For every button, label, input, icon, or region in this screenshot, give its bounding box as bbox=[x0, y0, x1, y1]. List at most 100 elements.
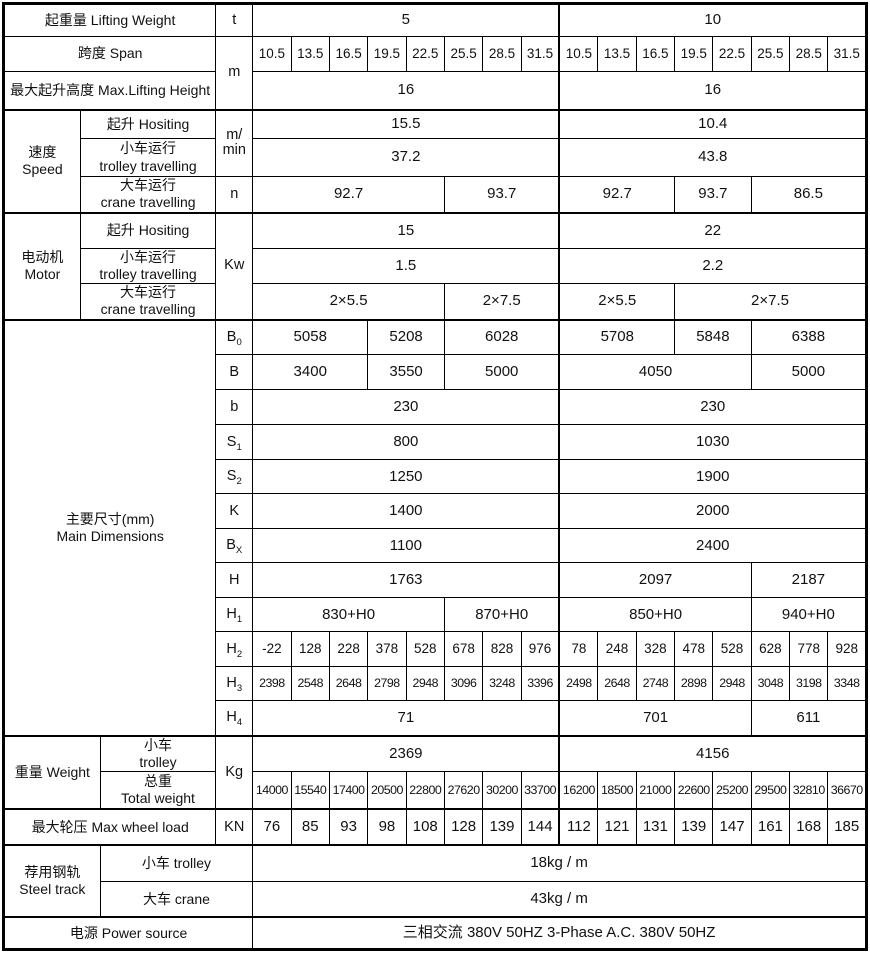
total-weight-label: 总重 Total weight bbox=[99, 770, 217, 810]
value-cell: 22 bbox=[558, 211, 868, 249]
steel-trolley-value: 18kg / m bbox=[252, 844, 867, 882]
unit-kw: Kw bbox=[215, 211, 254, 321]
unit-m-min: m/ min bbox=[215, 108, 254, 177]
table-row: 总重 Total weight 14000 15540 17400 20500 22800… bbox=[4, 770, 867, 810]
value-cell: 1100 bbox=[252, 528, 560, 564]
value-cell: 2187 bbox=[750, 562, 868, 599]
weight-label: 重量 Weight bbox=[3, 734, 101, 810]
value-cell: 2648 bbox=[328, 666, 369, 702]
value-cell: 16200 bbox=[558, 770, 599, 810]
table-row: 荐用钢轨 Steel track 小车 trolley 18kg / m bbox=[3, 844, 867, 918]
value-cell: 2000 bbox=[558, 493, 868, 530]
symbol-base: H bbox=[226, 675, 237, 692]
value-cell: 5000 bbox=[443, 354, 560, 391]
table-row: 速度 Speed 起升 Hositing m/ min 15.5 10.4 bbox=[3, 108, 868, 213]
value-cell: 15.5 bbox=[252, 108, 560, 139]
value-cell: 71 bbox=[252, 700, 560, 737]
value-cell: 14000 bbox=[252, 770, 292, 810]
value-cell: 928 bbox=[827, 631, 867, 668]
symbol-base: H bbox=[226, 606, 237, 623]
value-cell: 5000 bbox=[750, 354, 868, 391]
symbol-subscript: 3 bbox=[236, 682, 243, 694]
value-cell: 701 bbox=[558, 700, 752, 737]
symbol-subscript: X bbox=[235, 544, 243, 556]
value-cell: 611 bbox=[750, 700, 868, 737]
value-cell: 478 bbox=[674, 631, 714, 668]
value-cell: 37.2 bbox=[252, 138, 560, 177]
value-cell: 93.7 bbox=[674, 176, 752, 213]
value-cell: 92.7 bbox=[558, 176, 676, 213]
spec-table-body: 起重量 Lifting Weight t 5 10 跨度 Span m 10.5 13.5 16… bbox=[2, 3, 868, 950]
value-cell: 27620 bbox=[443, 770, 484, 810]
dim-h2-label: H2 bbox=[215, 631, 254, 668]
table-row: b 230 230 bbox=[4, 389, 868, 426]
value-cell: 168 bbox=[789, 808, 829, 846]
value-cell: 830+H0 bbox=[252, 597, 445, 633]
value-cell: 10.5 bbox=[252, 36, 292, 72]
power-source-label: 电源 Power source bbox=[2, 916, 254, 950]
value-cell: 22800 bbox=[405, 770, 445, 810]
value-cell: 98 bbox=[367, 808, 407, 846]
value-cell: 1400 bbox=[252, 493, 560, 530]
value-cell: 4050 bbox=[558, 354, 752, 391]
symbol-subscript: 1 bbox=[236, 613, 243, 625]
value-cell: 22.5 bbox=[712, 36, 752, 72]
value-cell: 131 bbox=[635, 808, 676, 846]
value-cell: 19.5 bbox=[674, 36, 714, 72]
value-cell: 16 bbox=[558, 71, 868, 110]
dim-s2-label: S2 bbox=[215, 459, 254, 495]
steel-crane-label: 大车 crane bbox=[99, 880, 254, 918]
dim-s1-label: S1 bbox=[215, 424, 254, 461]
motor-label: 电动机 Motor bbox=[3, 211, 81, 321]
dim-b-small-label: b bbox=[215, 389, 254, 426]
table-row: H 1763 2097 2187 bbox=[4, 562, 868, 599]
value-cell: 5848 bbox=[674, 318, 752, 356]
hoisting-motor-label: 起升 Hositing bbox=[79, 211, 217, 249]
value-cell: 121 bbox=[597, 808, 637, 846]
value-cell: 36670 bbox=[827, 770, 867, 810]
table-row: S2 1250 1900 bbox=[4, 459, 868, 495]
symbol-base: H bbox=[226, 640, 237, 657]
value-cell: 1030 bbox=[558, 424, 868, 461]
value-cell: 85 bbox=[290, 808, 330, 846]
symbol-base: H bbox=[226, 709, 237, 726]
value-cell: 144 bbox=[520, 808, 560, 846]
dim-bx-label: BX bbox=[215, 528, 254, 564]
value-cell: 17400 bbox=[328, 770, 369, 810]
value-cell: 3396 bbox=[520, 666, 560, 702]
capacity-10t-header: 10 bbox=[558, 3, 868, 37]
value-cell: 5058 bbox=[252, 318, 369, 356]
value-cell: 850+H0 bbox=[558, 597, 752, 633]
value-cell: 2498 bbox=[558, 666, 599, 702]
value-cell: 1763 bbox=[252, 562, 560, 599]
value-cell: 248 bbox=[597, 631, 637, 668]
value-cell: 185 bbox=[827, 808, 867, 846]
lifting-weight-label: 起重量 Lifting Weight bbox=[2, 3, 217, 37]
table-row: 电源 Power source 三相交流 380V 50HZ 3-Phase A.… bbox=[2, 916, 867, 950]
value-cell: 2798 bbox=[367, 666, 407, 702]
table-row: 大车运行 crane travelling n 92.7 93.7 92.7 93.7 86… bbox=[4, 176, 868, 213]
symbol-base: S bbox=[226, 433, 237, 450]
main-dimensions-label: 主要尺寸(mm) Main Dimensions bbox=[2, 318, 217, 737]
value-cell: 25.5 bbox=[750, 36, 791, 72]
capacity-5t-header: 5 bbox=[252, 3, 560, 37]
value-cell: 139 bbox=[482, 808, 522, 846]
unit-n: n bbox=[215, 176, 254, 213]
value-cell: 2×7.5 bbox=[674, 283, 867, 321]
value-cell: 28.5 bbox=[789, 36, 829, 72]
value-cell: 32810 bbox=[789, 770, 829, 810]
value-cell: 19.5 bbox=[367, 36, 407, 72]
value-cell: 3096 bbox=[443, 666, 484, 702]
value-cell: 228 bbox=[328, 631, 369, 668]
value-cell: 13.5 bbox=[290, 36, 330, 72]
trolley-speed-label: 小车运行 trolley travelling bbox=[79, 138, 217, 177]
value-cell: 20500 bbox=[367, 770, 407, 810]
table-row: 大车 crane 43kg / m bbox=[4, 880, 867, 918]
value-cell: 3248 bbox=[482, 666, 522, 702]
value-cell: 828 bbox=[482, 631, 522, 668]
symbol-base: B bbox=[226, 328, 237, 345]
value-cell: 2898 bbox=[674, 666, 714, 702]
steel-track-label: 荐用钢轨 Steel track bbox=[3, 844, 101, 918]
value-cell: 28.5 bbox=[482, 36, 522, 72]
